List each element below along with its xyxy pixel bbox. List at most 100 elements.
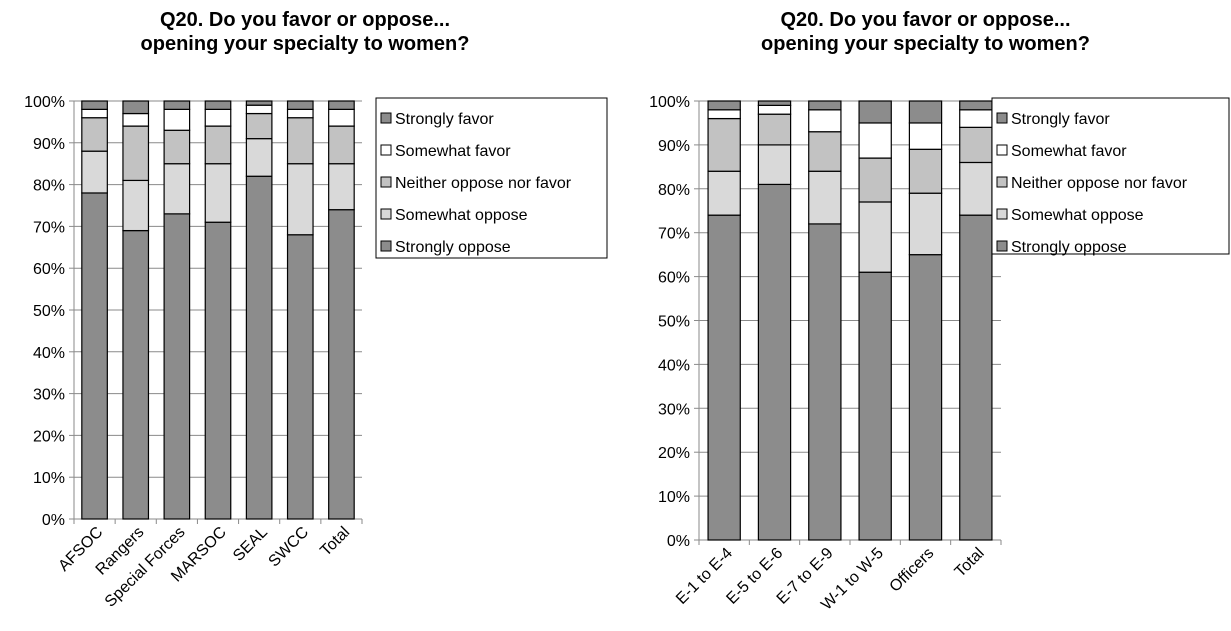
y-tick-label: 90% xyxy=(658,138,690,155)
bar-segment xyxy=(245,104,273,115)
bar-segment xyxy=(959,109,993,128)
y-tick-label: 30% xyxy=(658,401,690,418)
bar-segment xyxy=(163,100,191,110)
legend-label: Neither oppose nor favor xyxy=(395,175,572,192)
bar-segment xyxy=(707,214,741,541)
legend-swatch xyxy=(996,240,1008,252)
bar-segment xyxy=(122,125,150,182)
bar-segment xyxy=(757,104,792,115)
bar-segment xyxy=(808,131,842,172)
bar-segment xyxy=(908,254,943,541)
legend xyxy=(991,97,1230,255)
y-tick-label: 10% xyxy=(658,489,690,506)
x-tick-label: SWCC xyxy=(266,524,313,571)
y-tick-label: 0% xyxy=(42,512,65,529)
legend-label: Neither oppose nor favor xyxy=(1011,175,1188,192)
legend-label: Somewhat oppose xyxy=(395,207,528,224)
legend-label: Somewhat favor xyxy=(395,143,511,160)
bar-segment xyxy=(204,125,232,165)
bar-segment xyxy=(163,108,191,131)
bar-segment xyxy=(808,170,842,225)
y-tick-label: 40% xyxy=(33,345,65,362)
legend-swatch xyxy=(380,112,392,124)
y-tick-label: 20% xyxy=(33,428,65,445)
legend-swatch xyxy=(380,240,392,252)
bar-segment xyxy=(858,122,892,159)
bar-segment xyxy=(757,144,792,186)
chart-title-line-1: Q20. Do you favor or oppose... xyxy=(780,9,1071,31)
bar-segment xyxy=(757,183,792,541)
bar-segment xyxy=(286,100,314,110)
legend-label: Somewhat oppose xyxy=(1011,207,1144,224)
bar-segment xyxy=(757,113,792,146)
bar-segment xyxy=(959,126,993,164)
y-tick-label: 50% xyxy=(658,314,690,331)
legend-label: Strongly oppose xyxy=(1011,239,1127,256)
y-tick-label: 90% xyxy=(33,136,65,153)
bar-segment xyxy=(81,108,108,119)
bar-segment xyxy=(163,129,191,165)
chart-plot-area: 0%10%20%30%40%50%60%70%80%90%100%AFSOCRa… xyxy=(24,94,608,611)
chart-rank: Q20. Do you favor or oppose... opening y… xyxy=(620,0,1231,631)
bar-segment xyxy=(908,148,943,194)
x-tick-label: Officers xyxy=(887,545,938,596)
y-tick-label: 10% xyxy=(33,470,65,487)
legend xyxy=(375,97,608,259)
legend-label: Strongly oppose xyxy=(395,239,511,256)
bar-segment xyxy=(858,201,892,273)
legend-label: Somewhat favor xyxy=(1011,143,1127,160)
bar-segment xyxy=(328,108,355,127)
chart-title: Q20. Do you favor or oppose... opening y… xyxy=(620,8,1231,56)
bar-segment xyxy=(757,100,792,106)
bar-segment xyxy=(204,108,232,127)
y-tick-label: 60% xyxy=(33,261,65,278)
y-tick-label: 40% xyxy=(658,357,690,374)
chart-title-line-2: opening your specialty to women? xyxy=(140,33,470,55)
bar-segment xyxy=(286,163,314,236)
legend-swatch xyxy=(996,112,1008,124)
bar-segment xyxy=(81,100,108,110)
bar-segment xyxy=(163,213,191,520)
bar-segment xyxy=(858,271,892,541)
y-tick-label: 30% xyxy=(33,387,65,404)
bar-segment xyxy=(204,163,232,223)
y-tick-label: 70% xyxy=(33,219,65,236)
y-tick-label: 70% xyxy=(658,226,690,243)
x-tick-label: Total xyxy=(317,524,353,560)
bar-segment xyxy=(286,234,314,520)
y-tick-label: 100% xyxy=(24,94,65,111)
bar-segment xyxy=(328,125,355,165)
bar-segment xyxy=(858,100,892,124)
bar-segment xyxy=(163,163,191,215)
bar-segment xyxy=(707,117,741,172)
y-tick-label: 100% xyxy=(649,94,690,111)
bar-segment xyxy=(808,100,842,111)
bar-segment xyxy=(959,100,993,111)
bar-segment xyxy=(245,138,273,177)
chart-title-line-2: opening your specialty to women? xyxy=(761,33,1090,55)
y-tick-label: 60% xyxy=(658,270,690,287)
bar-segment xyxy=(245,175,273,520)
bar-segment xyxy=(908,100,943,124)
y-tick-label: 50% xyxy=(33,303,65,320)
legend-swatch xyxy=(996,144,1008,156)
legend-swatch xyxy=(996,208,1008,220)
bar-segment xyxy=(204,221,232,520)
bar-segment xyxy=(81,192,108,520)
chart-specialty: Q20. Do you favor or oppose... opening y… xyxy=(0,0,610,631)
bar-segment xyxy=(81,117,108,152)
legend-swatch xyxy=(380,144,392,156)
legend-label: Strongly favor xyxy=(395,111,494,128)
bar-segment xyxy=(328,100,355,110)
bar-segment xyxy=(908,122,943,150)
legend-swatch xyxy=(996,176,1008,188)
chart-title: Q20. Do you favor or oppose... opening y… xyxy=(0,8,610,56)
bar-segment xyxy=(122,179,150,232)
bar-segment xyxy=(959,214,993,541)
bar-segment xyxy=(808,109,842,133)
legend-swatch xyxy=(380,208,392,220)
bar-segment xyxy=(286,108,314,119)
y-tick-label: 20% xyxy=(658,445,690,462)
x-tick-label: Total xyxy=(952,545,988,581)
bar-segment xyxy=(328,209,355,520)
